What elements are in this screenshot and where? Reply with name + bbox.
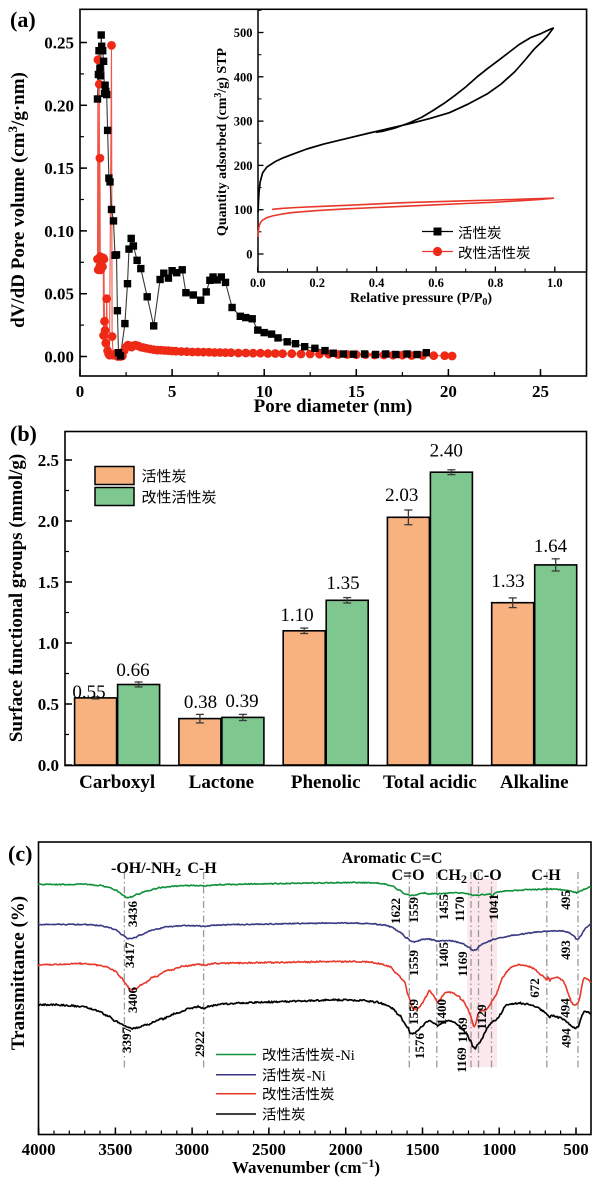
svg-text:-Ni: -Ni bbox=[307, 1068, 326, 1084]
svg-text:3397: 3397 bbox=[119, 1027, 134, 1054]
svg-text:1.10: 1.10 bbox=[280, 605, 313, 626]
svg-text:1559: 1559 bbox=[406, 950, 421, 977]
svg-text:2.0: 2.0 bbox=[38, 512, 59, 531]
svg-text:0.05: 0.05 bbox=[44, 285, 74, 304]
svg-text:0.4: 0.4 bbox=[369, 276, 385, 290]
svg-text:300: 300 bbox=[234, 115, 253, 129]
svg-text:1.64: 1.64 bbox=[534, 536, 568, 557]
svg-text:0.38: 0.38 bbox=[184, 692, 217, 713]
svg-text:1559: 1559 bbox=[406, 999, 421, 1026]
svg-text:2922: 2922 bbox=[192, 1031, 207, 1057]
svg-text:15: 15 bbox=[348, 382, 365, 401]
svg-text:0.6: 0.6 bbox=[428, 276, 444, 290]
svg-text:2500: 2500 bbox=[252, 1140, 286, 1159]
svg-text:1.35: 1.35 bbox=[326, 573, 359, 594]
svg-text:0: 0 bbox=[246, 248, 252, 262]
svg-text:C-H: C-H bbox=[187, 860, 217, 877]
svg-text:Lactone: Lactone bbox=[189, 772, 254, 793]
svg-text:Total acidic: Total acidic bbox=[383, 772, 477, 793]
svg-text:2.5: 2.5 bbox=[38, 451, 59, 470]
svg-text:1169: 1169 bbox=[455, 951, 470, 977]
svg-text:500: 500 bbox=[563, 1140, 589, 1159]
svg-text:1500: 1500 bbox=[406, 1140, 440, 1159]
svg-text:-OH/-NH2: -OH/-NH2 bbox=[111, 860, 181, 879]
svg-text:Quantity adsorbed (cm3/g) STP: Quantity adsorbed (cm3/g) STP bbox=[213, 47, 230, 236]
svg-text:1170: 1170 bbox=[452, 896, 467, 921]
svg-text:Surface functional groups (mmo: Surface functional groups (mmol/g) bbox=[6, 454, 27, 742]
svg-text:0.15: 0.15 bbox=[44, 159, 74, 178]
svg-text:0.00: 0.00 bbox=[44, 348, 74, 367]
svg-text:dV/dD Pore volume (cm3/g·nm): dV/dD Pore volume (cm3/g·nm) bbox=[5, 72, 29, 328]
svg-text:1400: 1400 bbox=[434, 999, 449, 1025]
svg-text:1.33: 1.33 bbox=[491, 571, 524, 592]
svg-text:1169: 1169 bbox=[455, 1017, 470, 1043]
svg-text:0.25: 0.25 bbox=[44, 34, 74, 53]
svg-text:495: 495 bbox=[558, 890, 573, 910]
svg-text:0.2: 0.2 bbox=[309, 276, 325, 290]
svg-text:1.0: 1.0 bbox=[38, 634, 59, 653]
svg-text:1455: 1455 bbox=[436, 894, 451, 921]
svg-text:Aromatic C=C: Aromatic C=C bbox=[342, 850, 443, 867]
svg-text:C-O: C-O bbox=[472, 867, 501, 884]
svg-text:1000: 1000 bbox=[482, 1140, 516, 1159]
svg-text:1129: 1129 bbox=[474, 1004, 489, 1030]
svg-text:3417: 3417 bbox=[122, 942, 137, 969]
svg-text:3436: 3436 bbox=[125, 901, 140, 928]
svg-text:0: 0 bbox=[76, 382, 85, 401]
svg-text:0.66: 0.66 bbox=[116, 660, 149, 681]
svg-text:1622: 1622 bbox=[388, 898, 403, 924]
svg-text:1576: 1576 bbox=[412, 1033, 427, 1060]
svg-text:1.0: 1.0 bbox=[547, 276, 563, 290]
svg-text:Wavenumber (cm−1): Wavenumber (cm−1) bbox=[232, 1156, 380, 1177]
svg-text:(a): (a) bbox=[10, 7, 36, 32]
svg-text:672: 672 bbox=[527, 978, 542, 998]
svg-text:2.03: 2.03 bbox=[385, 485, 418, 506]
svg-text:0.0: 0.0 bbox=[250, 276, 266, 290]
svg-text:200: 200 bbox=[234, 159, 253, 173]
svg-text:(b): (b) bbox=[10, 421, 37, 446]
svg-text:Alkaline: Alkaline bbox=[500, 772, 569, 793]
svg-text:0.8: 0.8 bbox=[488, 276, 504, 290]
svg-text:1169: 1169 bbox=[454, 1047, 469, 1073]
svg-text:C-H: C-H bbox=[531, 867, 561, 884]
svg-text:Transmittance (%): Transmittance (%) bbox=[8, 896, 29, 1050]
svg-text:494: 494 bbox=[558, 998, 573, 1018]
svg-text:0.20: 0.20 bbox=[44, 96, 74, 115]
svg-text:3500: 3500 bbox=[98, 1140, 132, 1159]
svg-text:Relative pressure (P/P0): Relative pressure (P/P0) bbox=[350, 291, 492, 308]
svg-text:0.39: 0.39 bbox=[225, 691, 258, 712]
svg-text:100: 100 bbox=[234, 203, 253, 217]
svg-text:Phenolic: Phenolic bbox=[291, 772, 361, 793]
svg-text:3000: 3000 bbox=[175, 1140, 209, 1159]
svg-text:C=O: C=O bbox=[391, 867, 424, 884]
svg-text:2.40: 2.40 bbox=[430, 441, 463, 462]
svg-text:Carboxyl: Carboxyl bbox=[79, 772, 155, 793]
svg-text:0.0: 0.0 bbox=[38, 756, 59, 775]
svg-text:-Ni: -Ni bbox=[336, 1048, 355, 1064]
svg-text:5: 5 bbox=[168, 382, 177, 401]
svg-text:500: 500 bbox=[234, 26, 253, 40]
svg-text:10: 10 bbox=[256, 382, 273, 401]
svg-text:400: 400 bbox=[234, 70, 253, 84]
svg-text:1405: 1405 bbox=[436, 942, 451, 969]
svg-text:1041: 1041 bbox=[486, 894, 501, 920]
svg-text:0.10: 0.10 bbox=[44, 222, 74, 241]
svg-text:25: 25 bbox=[532, 382, 549, 401]
svg-text:0.55: 0.55 bbox=[72, 682, 105, 703]
svg-text:1559: 1559 bbox=[406, 897, 421, 924]
svg-text:494: 494 bbox=[559, 1028, 574, 1048]
svg-text:3406: 3406 bbox=[125, 987, 140, 1014]
svg-text:0.5: 0.5 bbox=[38, 695, 59, 714]
svg-text:20: 20 bbox=[440, 382, 457, 401]
svg-text:CH2: CH2 bbox=[437, 867, 467, 886]
svg-text:Pore diameter (nm): Pore diameter (nm) bbox=[254, 396, 413, 417]
svg-text:493: 493 bbox=[558, 940, 573, 960]
svg-text:(c): (c) bbox=[8, 841, 32, 866]
svg-text:2000: 2000 bbox=[329, 1140, 363, 1159]
svg-text:4000: 4000 bbox=[22, 1140, 56, 1159]
svg-text:1.5: 1.5 bbox=[38, 573, 59, 592]
